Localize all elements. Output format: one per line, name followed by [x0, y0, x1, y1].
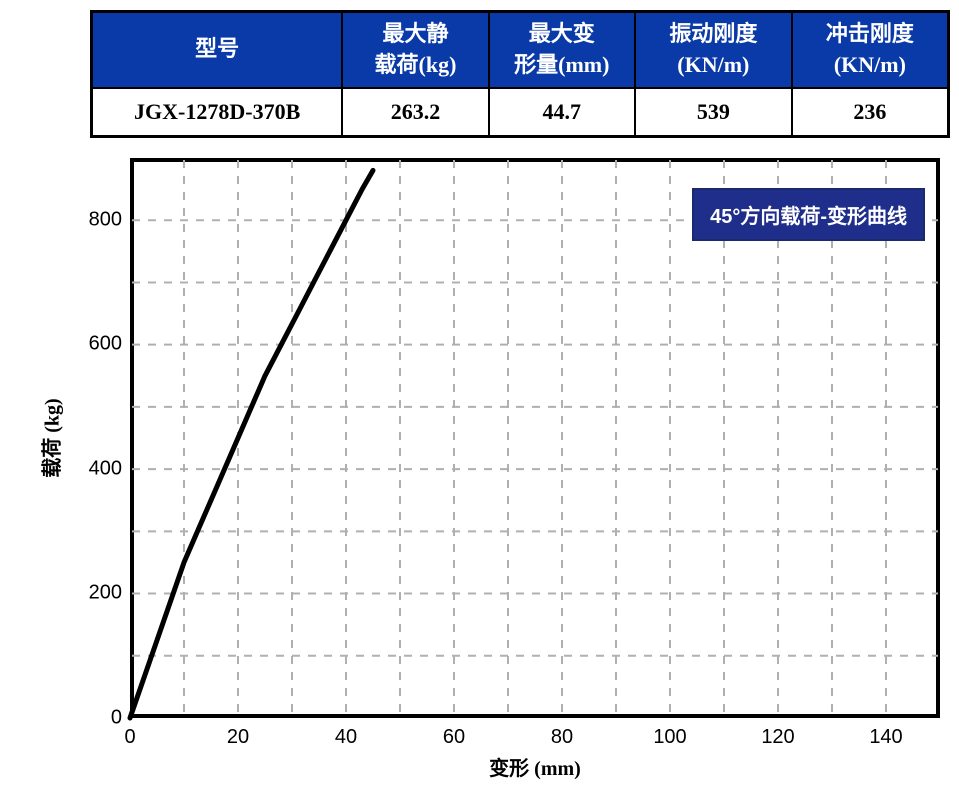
x-tick-label: 20: [227, 726, 249, 749]
x-tick-label: 0: [124, 726, 135, 749]
table-data-cell: 263.2: [342, 88, 488, 137]
table-data-cell: 236: [792, 88, 949, 137]
spec-table: 型号最大静载荷(kg)最大变形量(mm)振动刚度(KN/m)冲击刚度(KN/m)…: [90, 10, 950, 138]
x-tick-label: 80: [551, 726, 573, 749]
y-tick-label: 600: [82, 333, 122, 356]
chart-legend: 45°方向载荷-变形曲线: [692, 188, 925, 241]
y-tick-label: 200: [82, 582, 122, 605]
y-tick-label: 800: [82, 208, 122, 231]
table-data-cell: JGX-1278D-370B: [92, 88, 343, 137]
y-axis-title: 载荷 (kg): [36, 398, 65, 477]
y-tick-label: 400: [82, 457, 122, 480]
table-data-row: JGX-1278D-370B263.244.7539236: [92, 88, 949, 137]
x-tick-label: 40: [335, 726, 357, 749]
plot-area: [130, 158, 940, 718]
x-tick-label: 100: [653, 726, 686, 749]
table-data-cell: 44.7: [489, 88, 635, 137]
table-header-row: 型号最大静载荷(kg)最大变形量(mm)振动刚度(KN/m)冲击刚度(KN/m): [92, 12, 949, 88]
y-tick-label: 0: [82, 706, 122, 729]
x-axis-title: 变形 (mm): [489, 752, 581, 781]
table-header-cell: 型号: [92, 12, 343, 88]
x-tick-label: 120: [761, 726, 794, 749]
load-deformation-chart: 45°方向载荷-变形曲线 变形 (mm) 载荷 (kg) 02040608010…: [90, 148, 950, 788]
table-data-cell: 539: [635, 88, 792, 137]
table-header-cell: 振动刚度(KN/m): [635, 12, 792, 88]
x-tick-label: 140: [869, 726, 902, 749]
table-header-cell: 最大静载荷(kg): [342, 12, 488, 88]
table-header-cell: 最大变形量(mm): [489, 12, 635, 88]
table-header-cell: 冲击刚度(KN/m): [792, 12, 949, 88]
x-tick-label: 60: [443, 726, 465, 749]
